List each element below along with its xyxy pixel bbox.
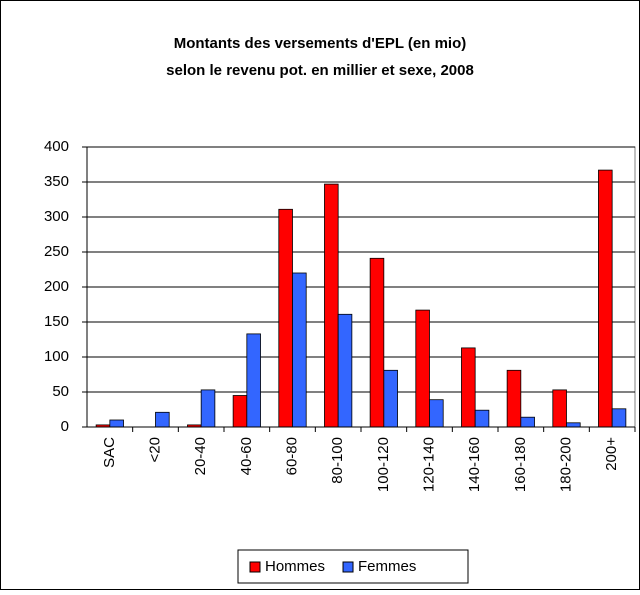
- bar: [552, 389, 567, 428]
- x-tick-label: 120-140: [420, 437, 437, 492]
- bar: [324, 183, 339, 428]
- bar: [415, 309, 430, 428]
- bar: [474, 409, 490, 428]
- bar: [155, 411, 170, 428]
- y-tick-label: 200: [44, 278, 69, 295]
- y-tick-label: 350: [44, 173, 69, 190]
- x-tick-label: SAC: [101, 437, 118, 468]
- y-tick-label: 300: [44, 208, 69, 225]
- x-tick-label: 140-160: [466, 437, 483, 492]
- x-tick-label: 160-180: [512, 437, 529, 492]
- chart-title: Montants des versements d'EPL (en mio): [174, 35, 467, 52]
- bar: [383, 369, 398, 428]
- bar: [278, 208, 293, 428]
- y-tick-label: 50: [52, 383, 69, 400]
- bar: [429, 399, 444, 428]
- x-tick-label: 180-200: [557, 437, 574, 492]
- bar: [598, 169, 613, 428]
- bar: [200, 389, 216, 428]
- bar: [611, 408, 627, 428]
- legend-swatch: [342, 561, 354, 573]
- bar: [566, 422, 581, 428]
- x-tick-label: 40-60: [238, 437, 255, 475]
- legend-swatch: [249, 561, 261, 573]
- bar: [337, 313, 353, 428]
- bar: [461, 347, 476, 428]
- bar: [369, 257, 385, 428]
- bar: [232, 395, 248, 428]
- legend-label: Femmes: [358, 558, 416, 575]
- x-tick-label: 200+: [603, 437, 620, 471]
- y-tick-label: 0: [61, 418, 69, 435]
- legend-label: Hommes: [265, 558, 325, 575]
- bar: [292, 272, 307, 428]
- x-tick-label: 100-120: [375, 437, 392, 492]
- x-tick-label: 20-40: [192, 437, 209, 475]
- bar: [109, 419, 124, 428]
- y-tick-label: 100: [44, 348, 69, 365]
- x-tick-label: <20: [146, 437, 163, 462]
- y-tick-label: 400: [44, 138, 69, 155]
- bar: [246, 333, 261, 428]
- x-tick-label: 60-80: [283, 437, 300, 475]
- y-tick-label: 250: [44, 243, 69, 260]
- bar: [506, 369, 522, 428]
- x-tick-label: 80-100: [329, 437, 346, 484]
- chart-title: selon le revenu pot. en millier et sexe,…: [166, 62, 474, 79]
- bar: [520, 416, 535, 428]
- y-tick-label: 150: [44, 313, 69, 330]
